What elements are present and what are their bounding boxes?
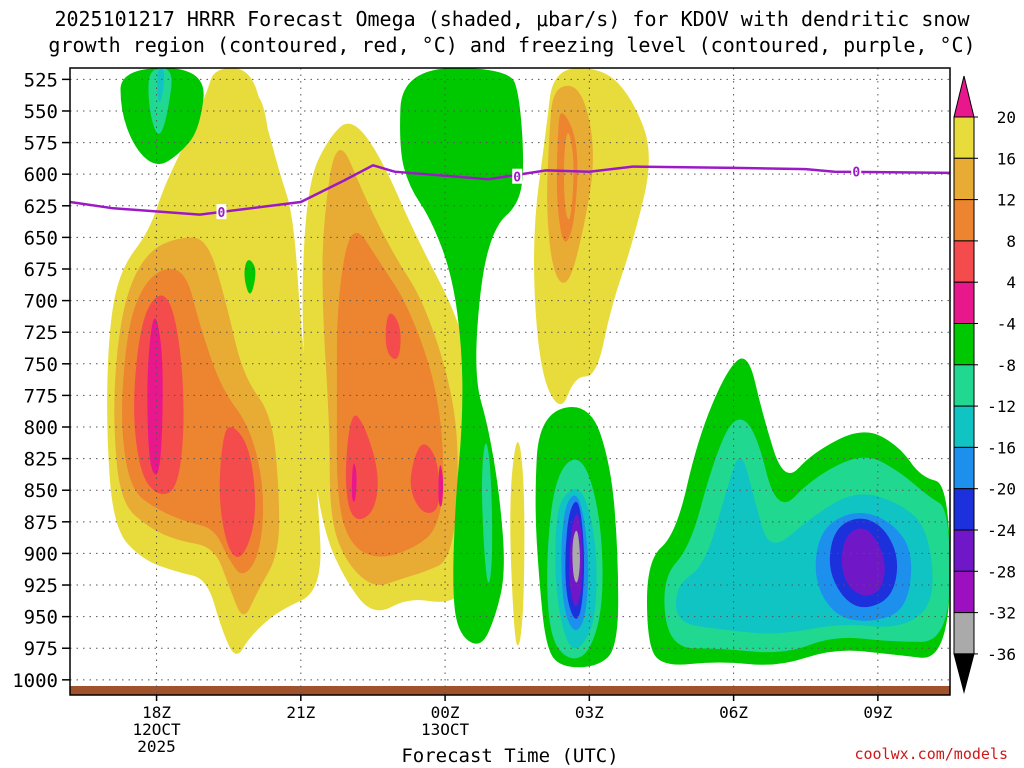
y-tick-label-925: 925 [24, 575, 58, 597]
colorbar-swatch-6 [953, 364, 975, 407]
omega-region--14 [157, 68, 165, 102]
x-tick-year-18Z: 2025 [137, 737, 176, 756]
colorbar-label-12: -32 [987, 604, 1016, 623]
colorbar-label-4: 4 [1006, 273, 1016, 292]
colorbar-swatch-8 [953, 446, 975, 490]
freezing-level-line: 0 0 0 [70, 163, 950, 221]
x-tick-label-21Z: 21Z [286, 703, 315, 722]
y-tick-label-1000: 1000 [12, 670, 58, 692]
freezing-level-label-0: 0 [218, 206, 226, 221]
chart-title: 2025101217 HRRR Forecast Omega (shaded, … [0, 6, 1024, 58]
x-tick-label-18Z: 18Z [142, 703, 171, 722]
omega-region--6 [400, 68, 524, 644]
y-tick-label-625: 625 [24, 196, 58, 218]
y-axis: 525 550 575 600 625 650 675 700 725 750 775 800 825 8… [12, 69, 70, 692]
colorbar-label-0: 20 [997, 108, 1016, 127]
colorbar-label-11: -28 [987, 562, 1016, 581]
y-tick-label-650: 650 [24, 227, 58, 249]
colorbar-label-8: -16 [987, 438, 1016, 457]
freezing-level-label-1: 0 [513, 171, 521, 186]
colorbar-swatch-1 [953, 157, 975, 201]
colorbar-swatch-9 [953, 488, 975, 531]
freezing-level-label-bg-1 [512, 168, 523, 184]
colorbar-swatch-0 [953, 116, 975, 159]
x-tick-label-03Z: 03Z [575, 703, 604, 722]
colorbar-label-13: -36 [987, 645, 1016, 664]
omega-region-6 [243, 91, 271, 267]
x-tick-date-18Z: 12OCT [132, 720, 181, 739]
colorbar-swatch-5 [953, 323, 975, 366]
y-tick-label-525: 525 [24, 69, 58, 91]
colorbar-swatch-2 [953, 199, 975, 242]
colorbar-label-10: -24 [987, 521, 1016, 540]
omega-region-6 [510, 442, 525, 646]
y-tick-label-550: 550 [24, 101, 58, 123]
freezing-level-label-bg-0 [216, 204, 227, 220]
colorbar-swatch-12 [953, 612, 975, 655]
omega-shading [107, 68, 950, 668]
y-tick-label-700: 700 [24, 291, 58, 313]
omega-region-22 [147, 318, 163, 475]
colorbar-label-9: -20 [987, 480, 1016, 499]
colorbar-swatch-10 [953, 529, 975, 572]
colorbar-label-2: 12 [997, 191, 1016, 210]
y-tick-label-575: 575 [24, 133, 58, 155]
x-tick-date-00Z: 13OCT [421, 720, 470, 739]
freezing-level-label-2: 0 [852, 166, 860, 181]
omega-region--34 [572, 530, 580, 583]
y-tick-label-775: 775 [24, 385, 58, 407]
y-tick-label-675: 675 [24, 259, 58, 281]
y-tick-label-825: 825 [24, 449, 58, 471]
omega-region--26 [841, 528, 885, 596]
colorbar-swatch-3 [953, 240, 975, 283]
y-tick-label-875: 875 [24, 512, 58, 534]
y-tick-label-950: 950 [24, 607, 58, 629]
colorbar-bottom-arrow [953, 653, 975, 694]
colorbar: 20 16 12 8 4 -4 -8 -12 -16 -20 -24 -28 -32 -36 [953, 75, 1016, 694]
colorbar-top-arrow [953, 75, 975, 118]
colorbar-label-3: 8 [1006, 232, 1016, 251]
ground-surface [70, 686, 950, 695]
colorbar-label-7: -12 [987, 397, 1016, 416]
y-tick-label-900: 900 [24, 543, 58, 565]
colorbar-label-5: -4 [997, 315, 1016, 334]
y-tick-label-850: 850 [24, 480, 58, 502]
y-tick-label-600: 600 [24, 164, 58, 186]
y-tick-label-800: 800 [24, 417, 58, 439]
x-tick-label-06Z: 06Z [719, 703, 748, 722]
omega-region-22 [438, 465, 444, 507]
y-tick-label-975: 975 [24, 638, 58, 660]
colorbar-label-6: -8 [997, 356, 1016, 375]
y-tick-label-725: 725 [24, 322, 58, 344]
omega-region--10 [481, 443, 493, 583]
credit-text: coolwx.com/models [854, 745, 1008, 763]
omega-region-18 [385, 313, 401, 360]
colorbar-label-1: 16 [997, 149, 1016, 168]
omega-region-22 [351, 463, 357, 502]
colorbar-swatch-11 [953, 570, 975, 614]
y-tick-label-750: 750 [24, 354, 58, 376]
title-line-1: 2025101217 HRRR Forecast Omega (shaded, … [54, 7, 970, 31]
x-axis-title: Forecast Time (UTC) [401, 745, 618, 767]
colorbar-swatch-4 [953, 281, 975, 325]
omega-region-18 [563, 133, 574, 220]
x-tick-label-09Z: 09Z [863, 703, 892, 722]
plot-frame [69, 67, 951, 696]
x-tick-label-00Z: 00Z [431, 703, 460, 722]
colorbar-swatch-7 [953, 405, 975, 448]
omega-region-18 [219, 427, 256, 557]
title-line-2: growth region (contoured, red, °C) and f… [48, 33, 976, 57]
omega-region-18 [410, 444, 440, 513]
freezing-level-contour [70, 163, 950, 216]
freezing-level-label-bg-2 [851, 163, 862, 179]
